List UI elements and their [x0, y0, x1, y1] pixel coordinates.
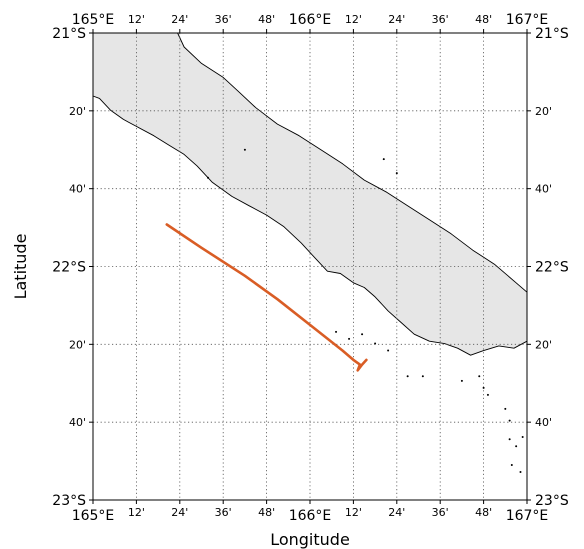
land-mass — [92, 32, 528, 356]
lon-tick-label-top: 48' — [258, 13, 275, 26]
islet — [421, 375, 424, 378]
lon-tick-label-top: 36' — [215, 13, 232, 26]
lat-tick-label-left: 40' — [69, 183, 86, 196]
lat-tick-label-left: 40' — [69, 416, 86, 429]
lat-tick-label-left: 20' — [69, 105, 86, 118]
lat-tick-label-right: 40' — [535, 183, 552, 196]
lat-tick-label-left: 23°S — [52, 493, 86, 509]
lat-tick-label-right: 23°S — [535, 493, 569, 509]
islet — [482, 386, 485, 389]
lat-tick-label-right: 22°S — [535, 260, 569, 276]
lon-tick-label-top: 167°E — [506, 12, 549, 28]
lat-tick-label-right: 20' — [535, 105, 552, 118]
lon-tick-label-top: 166°E — [289, 12, 332, 28]
land-layer — [92, 32, 528, 356]
islet — [521, 435, 524, 438]
islet — [519, 470, 522, 473]
track-layer — [165, 223, 368, 372]
lon-tick-label-top: 36' — [432, 13, 449, 26]
islet — [335, 330, 338, 333]
lon-tick-label-top: 165°E — [72, 12, 115, 28]
islet — [486, 393, 489, 396]
lon-tick-label-bottom: 166°E — [289, 508, 332, 524]
islet — [406, 375, 409, 378]
islet — [508, 419, 511, 422]
lon-tick-label-bottom: 167°E — [506, 508, 549, 524]
x-axis-label: Longitude — [270, 530, 350, 549]
islet — [504, 407, 507, 410]
islet — [478, 375, 481, 378]
lon-tick-label-top: 48' — [475, 13, 492, 26]
axis-ticks: 165°E 165°E 12' 12' 24' 24' 36' 36' 48' 48' 166°E 1… — [52, 12, 569, 524]
lon-tick-label-bottom: 48' — [475, 506, 492, 519]
lon-tick-label-top: 12' — [128, 13, 145, 26]
islet — [395, 172, 398, 175]
islet — [460, 379, 463, 382]
lon-tick-label-bottom: 36' — [432, 506, 449, 519]
y-axis-label: Latitude — [11, 234, 30, 300]
lon-tick-label-bottom: 36' — [215, 506, 232, 519]
islets-layer — [207, 148, 524, 473]
lat-tick-label-left: 22°S — [52, 260, 86, 276]
islet — [382, 158, 385, 161]
lat-tick-label-right: 21°S — [535, 26, 569, 42]
lon-tick-label-top: 24' — [171, 13, 188, 26]
lat-tick-label-left: 21°S — [52, 26, 86, 42]
lon-tick-label-bottom: 12' — [128, 506, 145, 519]
islet — [387, 349, 390, 352]
islet — [361, 333, 364, 336]
islet — [348, 337, 351, 340]
lon-tick-label-bottom: 165°E — [72, 508, 115, 524]
lon-tick-label-bottom: 12' — [345, 506, 362, 519]
islet — [207, 176, 210, 179]
islet — [243, 148, 246, 151]
lat-tick-label-right: 20' — [535, 338, 552, 351]
lon-tick-label-top: 12' — [345, 13, 362, 26]
islet — [508, 438, 511, 441]
islet — [515, 445, 518, 448]
vessel-track — [165, 223, 368, 372]
lon-tick-label-bottom: 24' — [171, 506, 188, 519]
lon-tick-label-bottom: 48' — [258, 506, 275, 519]
lon-tick-label-top: 24' — [388, 13, 405, 26]
lon-tick-label-bottom: 24' — [388, 506, 405, 519]
islet — [374, 342, 377, 345]
lat-tick-label-left: 20' — [69, 338, 86, 351]
lat-tick-label-right: 40' — [535, 416, 552, 429]
islet — [510, 463, 513, 466]
